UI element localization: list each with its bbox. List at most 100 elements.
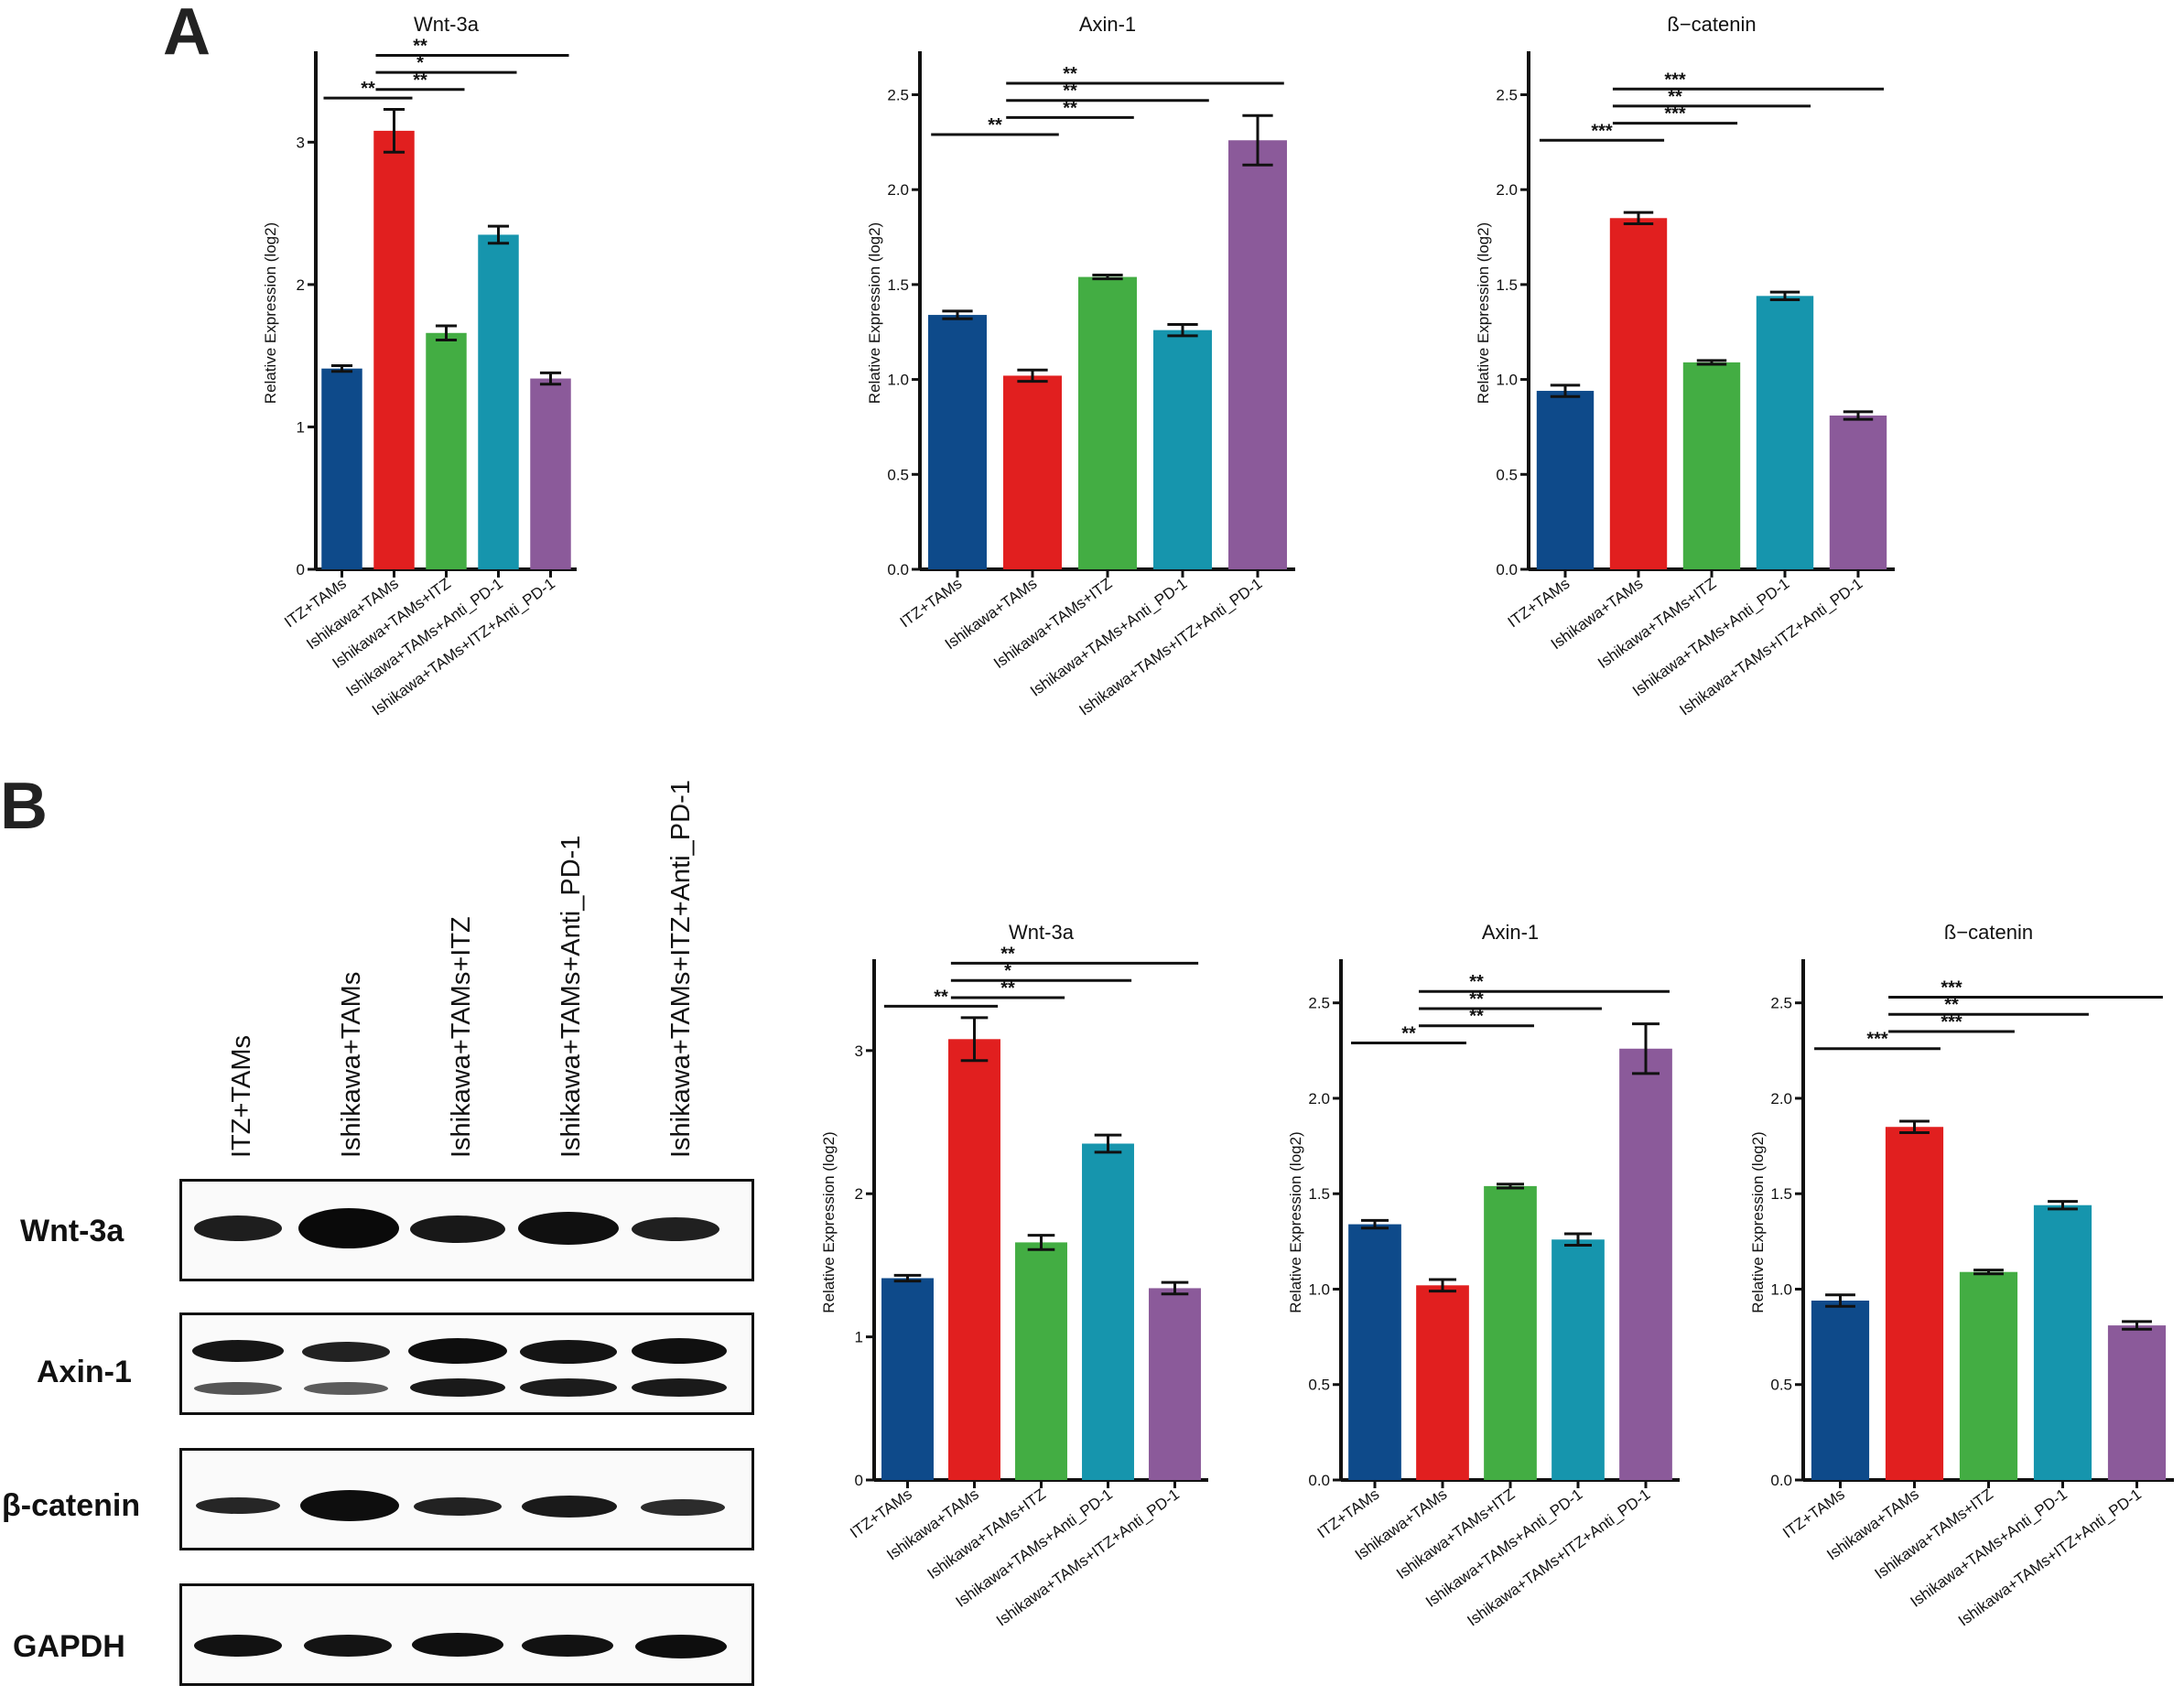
bar-chart-a-axin1: Axin-1 0.0 0.5 1.0 1.5 2.0 2.5 Relative Express… (866, 13, 1295, 718)
blot-band (641, 1499, 725, 1516)
y-tick-label: 1.5 (887, 276, 909, 294)
significance-label: ** (1668, 87, 1682, 107)
significance-label: *** (1866, 1030, 1888, 1050)
bar (1552, 1239, 1605, 1480)
blot-lane-label: Ishikawa+TAMs+Anti_PD-1 (557, 835, 586, 1158)
significance-label: *** (1664, 70, 1686, 90)
significance-label: ** (988, 115, 1002, 135)
chart-group: ß−catenin 0.0 0.5 1.0 1.5 2.0 2.5 Relative Expr… (1475, 13, 1895, 718)
blot-band (194, 1215, 282, 1241)
chart-title: Axin-1 (1482, 921, 1539, 944)
significance-label: ** (1469, 1007, 1484, 1027)
y-tick-label: 1.0 (1308, 1280, 1330, 1298)
blot-band (414, 1497, 502, 1516)
x-tick-label: Ishikawa+TAMs+ITZ (1595, 575, 1719, 672)
chart-title: Wnt-3a (1009, 921, 1075, 944)
bar (478, 234, 519, 569)
y-axis-label: Relative Expression (log2) (820, 1131, 838, 1313)
x-tick-label: Ishikawa+TAMs+ITZ (924, 1485, 1049, 1583)
y-tick-label: 1.5 (1770, 1185, 1792, 1203)
x-tick-label: Ishikawa+TAMs+ITZ (1872, 1485, 1996, 1583)
blot-band (300, 1490, 399, 1521)
significance-label: ** (361, 79, 375, 99)
y-tick-label: 0.0 (1308, 1472, 1330, 1489)
bar-chart-b-beta-catenin: ß−catenin 0.0 0.5 1.0 1.5 2.0 2.5 Relative Expr… (1749, 921, 2174, 1629)
bar (321, 368, 362, 569)
y-tick-label: 2.0 (1496, 181, 1518, 199)
bar (1416, 1285, 1469, 1480)
y-tick-label: 2.5 (887, 86, 909, 103)
y-tick-label: 0.5 (1308, 1377, 1330, 1394)
chart-title: Axin-1 (1079, 13, 1136, 36)
bar (1348, 1224, 1401, 1480)
panel-label-a: A (163, 0, 211, 69)
significance-label: ** (413, 36, 427, 56)
y-axis-label: Relative Expression (log2) (1475, 222, 1492, 404)
chart-title: Wnt-3a (414, 13, 480, 36)
blot-protein-label: β-catenin (2, 1488, 141, 1523)
significance-label: *** (1591, 121, 1613, 141)
y-tick-label: 0.5 (1496, 466, 1518, 483)
significance-label: ** (1469, 989, 1484, 1010)
y-tick-label: 1 (297, 418, 305, 436)
y-tick-label: 2 (297, 276, 305, 294)
y-tick-label: 3 (297, 134, 305, 151)
significance-label: ** (1469, 972, 1484, 992)
blot-band (302, 1342, 390, 1362)
significance-label: ** (1063, 81, 1077, 102)
chart-title: ß−catenin (1667, 13, 1756, 36)
y-tick-label: 2.5 (1770, 995, 1792, 1012)
blot-band (632, 1378, 727, 1397)
bar (948, 1039, 1000, 1480)
bar (1829, 416, 1887, 569)
significance-label: * (1004, 961, 1011, 981)
chart-group: Axin-1 0.0 0.5 1.0 1.5 2.0 2.5 Relative Express… (1287, 921, 1680, 1629)
bar (1959, 1271, 2018, 1480)
blot-band (298, 1208, 399, 1248)
significance-label: ** (1000, 978, 1015, 999)
y-tick-label: 0.5 (887, 466, 909, 483)
blot-band (522, 1496, 617, 1518)
y-axis-label: Relative Expression (log2) (866, 222, 883, 404)
bar (1619, 1048, 1672, 1480)
bar-chart-a-beta-catenin: ß−catenin 0.0 0.5 1.0 1.5 2.0 2.5 Relative Expr… (1475, 13, 1895, 718)
blot-band (410, 1215, 505, 1243)
significance-label: ** (1063, 98, 1077, 118)
bar (530, 378, 571, 569)
y-tick-label: 0.5 (1770, 1377, 1792, 1394)
blot-lane-label: Ishikawa+TAMs+ITZ+Anti_PD-1 (666, 780, 696, 1158)
y-tick-label: 0.0 (1770, 1472, 1792, 1489)
blot-band (520, 1378, 617, 1397)
bar (1149, 1288, 1201, 1480)
bar (928, 315, 987, 569)
y-tick-label: 2.0 (887, 181, 909, 199)
significance-label: ** (413, 70, 427, 91)
chart-group: Axin-1 0.0 0.5 1.0 1.5 2.0 2.5 Relative Express… (866, 13, 1295, 718)
significance-label: ** (1401, 1023, 1416, 1043)
blot-lane-label: Ishikawa+TAMs (337, 971, 366, 1158)
bar (2107, 1325, 2167, 1480)
bar (373, 130, 415, 569)
bar (1682, 362, 1741, 569)
blot-protein-label: Axin-1 (37, 1355, 132, 1389)
bar (881, 1278, 934, 1480)
bar-chart-b-axin1: Axin-1 0.0 0.5 1.0 1.5 2.0 2.5 Relative Express… (1287, 921, 1680, 1629)
blot-band (192, 1340, 284, 1362)
significance-label: *** (1941, 978, 1962, 998)
bar (1082, 1143, 1134, 1480)
x-tick-label: ITZ+TAMs (1314, 1485, 1383, 1542)
bar (426, 332, 467, 569)
y-tick-label: 1.0 (887, 372, 909, 389)
y-tick-label: 1.5 (1496, 276, 1518, 294)
bar (1228, 140, 1287, 569)
blot-band (194, 1635, 282, 1657)
y-tick-label: 1.0 (1770, 1280, 1792, 1298)
blot-lane-label: Ishikawa+TAMs+ITZ (447, 916, 476, 1158)
bar (1756, 296, 1814, 569)
blot-membrane-axin1 (179, 1313, 754, 1415)
bar (1153, 329, 1212, 569)
